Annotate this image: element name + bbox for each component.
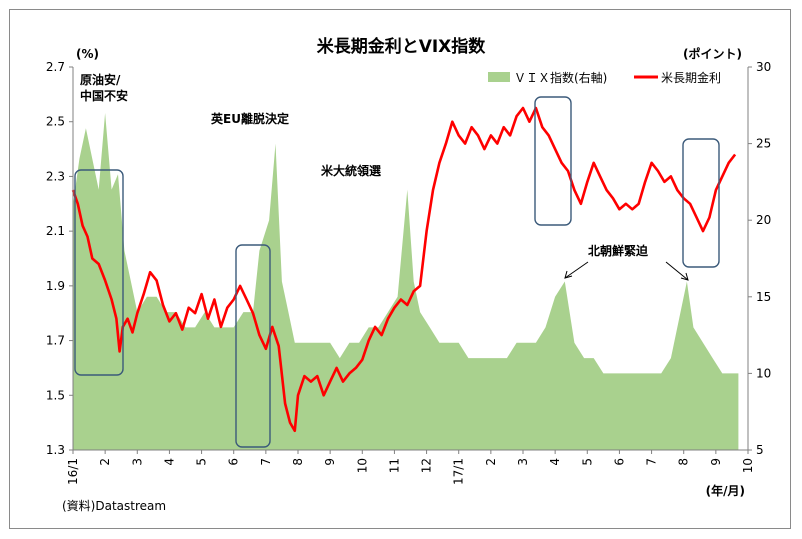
x-tick-label: 3 — [516, 458, 530, 466]
legend-vix-label: ＶＩＸ指数(右軸) — [514, 70, 607, 85]
annotation-arrow-left-head — [564, 270, 573, 279]
annotation-arrow-right-head — [680, 272, 689, 281]
x-tick-label: 5 — [195, 458, 209, 466]
x-tick-label: 2 — [98, 458, 112, 466]
x-tick-label: 4 — [548, 458, 562, 466]
x-tick-label: 9 — [709, 458, 723, 466]
y-left-tick-label: 1.5 — [46, 388, 65, 402]
x-tick-label: 10 — [355, 458, 369, 473]
source-note: (資料)Datastream — [62, 499, 166, 513]
annotation-north-korea: 北朝鮮緊迫 — [588, 243, 649, 258]
x-tick-label: 16/1 — [66, 458, 80, 485]
y-left-tick-label: 1.7 — [46, 334, 65, 348]
annotation-arrow-left — [564, 261, 589, 279]
x-tick-label: 9 — [323, 458, 337, 466]
y-left-unit: (%) — [76, 47, 99, 61]
y-left-tick-label: 1.3 — [46, 443, 65, 457]
legend-yield-label: 米長期金利 — [661, 70, 721, 85]
highlight-box-oil-china — [74, 169, 124, 376]
annotation-brexit: 英EU離脱決定 — [211, 111, 289, 126]
highlight-box-2017-apr — [534, 96, 572, 226]
annotation-oil-china-line2: 中国不安 — [80, 88, 128, 103]
x-tick-label: 4 — [162, 458, 176, 466]
y-right-tick-label: 25 — [756, 137, 771, 151]
y-right-tick-label: 10 — [756, 366, 771, 380]
x-tick-label: 7 — [259, 458, 273, 466]
x-tick-label: 12 — [420, 458, 434, 473]
x-tick-label: 2 — [484, 458, 498, 466]
annotation-oil-china-line1: 原油安/ — [80, 72, 121, 87]
x-tick-label: 17/1 — [452, 458, 466, 485]
x-tick-label: 6 — [227, 458, 241, 466]
plot-area — [71, 106, 739, 450]
legend-vix-swatch — [488, 72, 510, 82]
highlight-box-brexit — [235, 244, 271, 448]
x-tick-label: 11 — [387, 458, 401, 473]
y-right-tick-label: 30 — [756, 60, 771, 74]
annotation-us-election: 米大統領選 — [321, 163, 381, 178]
axes — [72, 67, 749, 451]
y-right-unit: (ポイント) — [683, 46, 742, 61]
x-tick-label: 7 — [645, 458, 659, 466]
x-ticks: 16/1 2 3 4 5 6 7 8 9 10 11 12 17/1 2 3 4 5 6 7 8 9 10 — [66, 450, 755, 485]
yield-series-line — [71, 106, 737, 433]
x-tick-label: 10 — [741, 458, 755, 473]
chart-title: 米長期金利とVIX指数 — [317, 36, 487, 57]
highlight-box-2017-aug — [682, 138, 720, 268]
annotations: 原油安/ 中国不安 英EU離脱決定 米大統領選 北朝鮮緊迫 — [74, 72, 720, 448]
x-tick-label: 8 — [677, 458, 691, 466]
y-right-tick-label: 20 — [756, 213, 771, 227]
y-left-tick-label: 2.5 — [46, 115, 65, 129]
legend: ＶＩＸ指数(右軸) 米長期金利 — [488, 70, 721, 85]
y-left-ticks: 2.7 2.5 2.3 2.1 1.9 1.7 1.5 1.3 — [46, 60, 73, 457]
x-tick-label: 8 — [291, 458, 305, 466]
y-left-tick-label: 1.9 — [46, 279, 65, 293]
vix-series-area — [73, 113, 739, 450]
annotation-arrow-right — [665, 261, 689, 281]
x-tick-label: 5 — [580, 458, 594, 466]
y-left-tick-label: 2.7 — [46, 60, 65, 74]
x-axis-unit: (年/月) — [706, 483, 745, 498]
x-tick-label: 3 — [130, 458, 144, 466]
x-tick-label: 6 — [612, 458, 626, 466]
y-left-tick-label: 2.3 — [46, 169, 65, 183]
y-right-ticks: 30 25 20 15 10 5 — [748, 60, 771, 457]
y-right-tick-label: 5 — [756, 443, 764, 457]
y-right-tick-label: 15 — [756, 290, 771, 304]
y-left-tick-label: 2.1 — [46, 224, 65, 238]
